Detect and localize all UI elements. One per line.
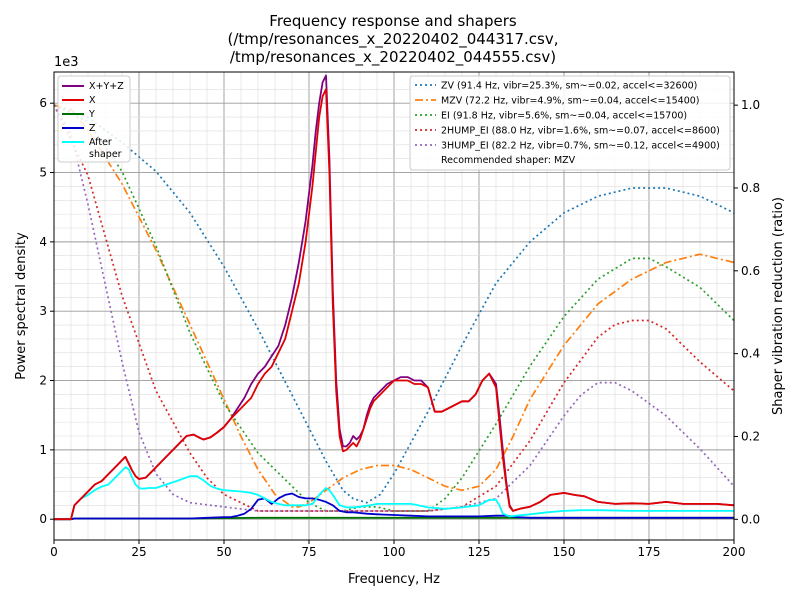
y-tick-label: 0 bbox=[39, 512, 47, 526]
legend-psd-box bbox=[57, 75, 131, 163]
legend-shaper-label: ZV (91.4 Hz, vibr=25.3%, sm~=0.02, accel… bbox=[441, 81, 697, 92]
y-tick-label: 1 bbox=[39, 443, 47, 457]
y-axis-ticks: 0 1 2 3 4 5 6 bbox=[39, 96, 54, 526]
y-tick-label: 6 bbox=[39, 96, 47, 110]
y2-tick-label: 0.0 bbox=[741, 512, 760, 526]
chart-title-line-1: Frequency response and shapers bbox=[269, 12, 517, 30]
legend-shapers: Recommended shaper: MZV ZV (91.4 Hz, vib… bbox=[409, 75, 731, 171]
y2-tick-label: 0.6 bbox=[741, 264, 760, 278]
x-tick-label: 0 bbox=[50, 545, 58, 559]
chart-title-line-2: (/tmp/resonances_x_20220402_044317.csv, bbox=[228, 30, 559, 49]
recommended-shaper-text: Recommended shaper: MZV bbox=[441, 155, 576, 166]
y-tick-label: 2 bbox=[39, 374, 47, 388]
y2-tick-label: 0.4 bbox=[741, 347, 760, 361]
legend-psd-label: Z bbox=[89, 123, 96, 134]
y-axis-label: Power spectral density bbox=[14, 232, 29, 380]
legend-psd-label: X bbox=[89, 95, 96, 106]
y2-tick-label: 0.2 bbox=[741, 429, 760, 443]
legend-shaper-label: 3HUMP_EI (82.2 Hz, vibr=0.7%, sm~=0.12, … bbox=[441, 141, 720, 152]
shaper-line-2 bbox=[54, 104, 734, 512]
y2-tick-label: 1.0 bbox=[741, 98, 760, 112]
shaper-line-4 bbox=[54, 104, 734, 512]
psd-line-1 bbox=[54, 88, 734, 521]
x-tick-label: 75 bbox=[301, 545, 316, 559]
x-tick-label: 125 bbox=[468, 545, 491, 559]
psd-line-4 bbox=[54, 466, 734, 521]
x-tick-label: 200 bbox=[723, 545, 746, 559]
y-tick-label: 4 bbox=[39, 235, 47, 249]
y-scale-label: 1e3 bbox=[54, 55, 79, 70]
x-tick-label: 50 bbox=[216, 545, 231, 559]
y-tick-label: 3 bbox=[39, 304, 47, 318]
y2-axis-ticks: 0.0 0.2 0.4 0.6 0.8 1.0 bbox=[734, 98, 760, 526]
legend-psd-label: After bbox=[89, 137, 112, 148]
x-tick-label: 150 bbox=[553, 545, 576, 559]
legend-shaper-label: 2HUMP_EI (88.0 Hz, vibr=1.6%, sm~=0.07, … bbox=[441, 126, 720, 137]
legend-psd-label-cont: shaper bbox=[89, 149, 122, 160]
legend-shapers-box bbox=[409, 75, 731, 171]
legend-shaper-label: MZV (72.2 Hz, vibr=4.9%, sm~=0.04, accel… bbox=[441, 96, 700, 107]
legend-psd-label: X+Y+Z bbox=[89, 81, 124, 92]
y2-axis-label: Shaper vibration reduction (ratio) bbox=[771, 197, 786, 415]
psd-curves bbox=[54, 74, 734, 521]
x-axis-label: Frequency, Hz bbox=[348, 572, 440, 587]
legend-psd-label: Y bbox=[88, 109, 95, 120]
shaper-curves bbox=[54, 104, 734, 512]
y-tick-label: 5 bbox=[39, 166, 47, 180]
legend-shaper-label: EI (91.8 Hz, vibr=5.6%, sm~=0.04, accel<… bbox=[441, 111, 687, 122]
shaper-line-3 bbox=[54, 104, 734, 512]
chart-title-line-3: /tmp/resonances_x_20220402_044555.csv) bbox=[230, 48, 556, 67]
y2-tick-label: 0.8 bbox=[741, 181, 760, 195]
shaper-line-1 bbox=[54, 104, 734, 508]
x-tick-label: 100 bbox=[383, 545, 406, 559]
x-tick-label: 175 bbox=[638, 545, 661, 559]
x-tick-label: 25 bbox=[131, 545, 146, 559]
x-axis-ticks: 0 25 50 75 100 125 150 175 200 bbox=[50, 540, 745, 559]
